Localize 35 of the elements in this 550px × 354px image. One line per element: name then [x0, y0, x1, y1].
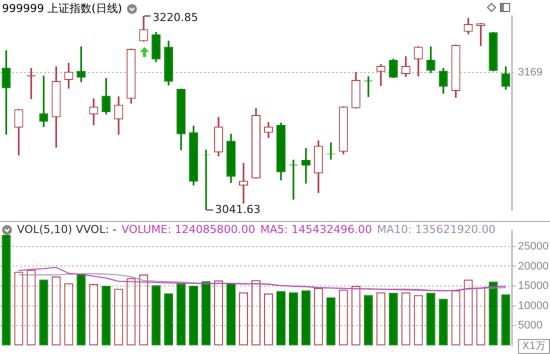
- bar: [226, 282, 236, 346]
- bar: [76, 274, 86, 346]
- bar: [301, 290, 310, 346]
- bar: [501, 294, 510, 346]
- y-tick-label: 10000: [518, 300, 549, 312]
- annotation: VOL(5,10) VVOL: -: [17, 223, 117, 236]
- y-tick-label: 15000: [518, 280, 549, 292]
- ref-line-label: 3169: [518, 66, 542, 79]
- bar: [102, 286, 111, 346]
- candlestick: [239, 162, 248, 204]
- y-tick-label: 5000: [518, 320, 542, 332]
- candlestick: [301, 148, 310, 184]
- y-axis-title: X1万: [518, 339, 550, 354]
- bar: [176, 283, 186, 346]
- bar: [152, 285, 161, 346]
- bar: [39, 280, 48, 346]
- y-tick-label: 25000: [518, 240, 549, 252]
- y-tick-label: 20000: [518, 260, 549, 272]
- bar: [202, 281, 211, 346]
- text: MA10: 135621920.00: [376, 223, 496, 236]
- bar: [426, 292, 436, 346]
- bar: [276, 291, 286, 346]
- bar: [164, 294, 174, 346]
- bar: [438, 298, 448, 346]
- chart-title: 999999 上证指数(日线): [2, 1, 122, 16]
- text: MA5: 145432496.00: [260, 223, 372, 236]
- bar: [488, 282, 498, 346]
- annotation: 3041.63: [215, 202, 261, 216]
- annotation: VOLUME: 124085800.00: [122, 223, 256, 236]
- bar: [288, 292, 298, 346]
- bar: [189, 286, 198, 346]
- annotation: 3220.85: [152, 10, 198, 24]
- bar: [364, 295, 373, 346]
- bar: [388, 292, 398, 346]
- bar: [326, 298, 336, 346]
